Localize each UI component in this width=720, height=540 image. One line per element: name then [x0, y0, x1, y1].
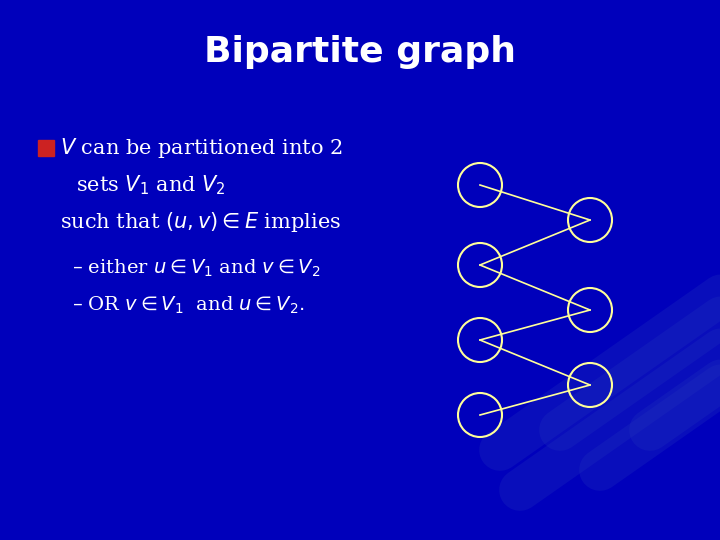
- FancyBboxPatch shape: [38, 140, 54, 156]
- Text: – either $u \in V_1$ and $v \in V_2$: – either $u \in V_1$ and $v \in V_2$: [72, 258, 320, 279]
- Text: – OR $v \in V_1$  and $u{\in}V_2.$: – OR $v \in V_1$ and $u{\in}V_2.$: [72, 294, 305, 316]
- Text: such that $(u,v){\in}E$ implies: such that $(u,v){\in}E$ implies: [60, 210, 341, 234]
- Text: $V$ can be partitioned into 2: $V$ can be partitioned into 2: [60, 136, 343, 160]
- Text: Bipartite graph: Bipartite graph: [204, 35, 516, 69]
- Text: sets $V_1$ and $V_2$: sets $V_1$ and $V_2$: [76, 173, 225, 197]
